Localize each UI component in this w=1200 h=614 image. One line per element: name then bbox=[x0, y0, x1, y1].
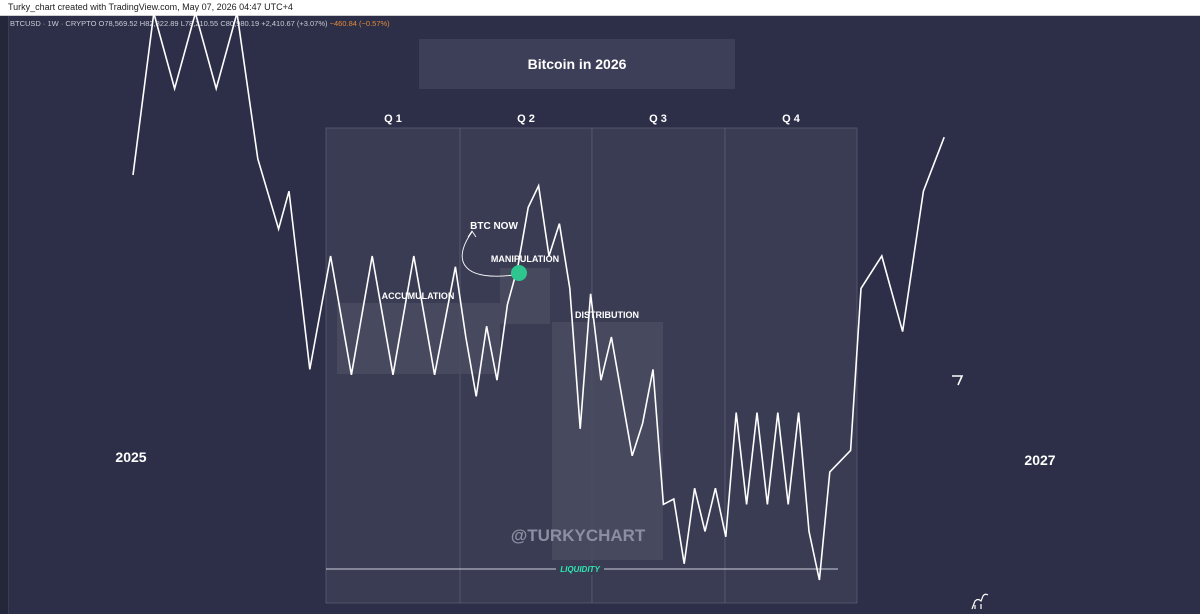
dinosaur-icon bbox=[971, 593, 989, 610]
left-toolbar-strip bbox=[0, 16, 9, 614]
btc-now-label: BTC NOW bbox=[470, 221, 518, 232]
quarter-label-q3: Q 3 bbox=[649, 113, 667, 125]
ohlc-legend: BTCUSD · 1W · CRYPTO O78,569.52 H82,822.… bbox=[10, 19, 390, 28]
btc-now-pointer-arrowhead bbox=[467, 230, 477, 238]
quarter-label-q4: Q 4 bbox=[782, 113, 801, 125]
change-negative-value: −460.84 (−0.57%) bbox=[329, 19, 390, 28]
change-value: +2,410.67 (+3.07%) bbox=[261, 19, 328, 28]
low-value: L78,210.55 bbox=[180, 19, 219, 28]
chart-title: Bitcoin in 2026 bbox=[528, 56, 627, 72]
window-title-bar: Turky_chart created with TradingView.com… bbox=[0, 0, 1200, 16]
end-arrowhead bbox=[952, 375, 964, 386]
window-title: Turky_chart created with TradingView.com… bbox=[8, 2, 293, 12]
price-path-layer bbox=[132, 9, 945, 581]
watermark-text: @TURKYCHART bbox=[511, 526, 646, 545]
high-value: H82,822.89 bbox=[139, 19, 179, 28]
title-box bbox=[419, 39, 735, 89]
btc-now-pointer bbox=[461, 231, 515, 277]
symbol-label: BTCUSD · 1W · CRYPTO bbox=[10, 19, 97, 28]
open-value: O78,569.52 bbox=[98, 19, 138, 28]
quarter-column-q4 bbox=[724, 127, 858, 604]
close-value: C80,980.19 bbox=[220, 19, 260, 28]
phase-label-manipulation: MANIPULATION bbox=[491, 254, 559, 264]
quarter-label-q2: Q 2 bbox=[517, 113, 535, 125]
year-label-end: 2027 bbox=[1024, 452, 1055, 468]
price-path-line bbox=[132, 9, 945, 581]
accumulation-zone bbox=[337, 303, 500, 374]
quarter-label-q1: Q 1 bbox=[384, 113, 402, 125]
btc-now-marker[interactable] bbox=[511, 265, 527, 281]
year-label-start: 2025 bbox=[115, 449, 146, 465]
phase-label-accumulation: ACCUMULATION bbox=[382, 291, 455, 301]
liquidity-label: LIQUIDITY bbox=[560, 565, 600, 574]
phase-label-distribution: DISTRIBUTION bbox=[575, 310, 639, 320]
liquidity-label-bg bbox=[556, 563, 604, 575]
distribution-zone bbox=[552, 322, 663, 560]
